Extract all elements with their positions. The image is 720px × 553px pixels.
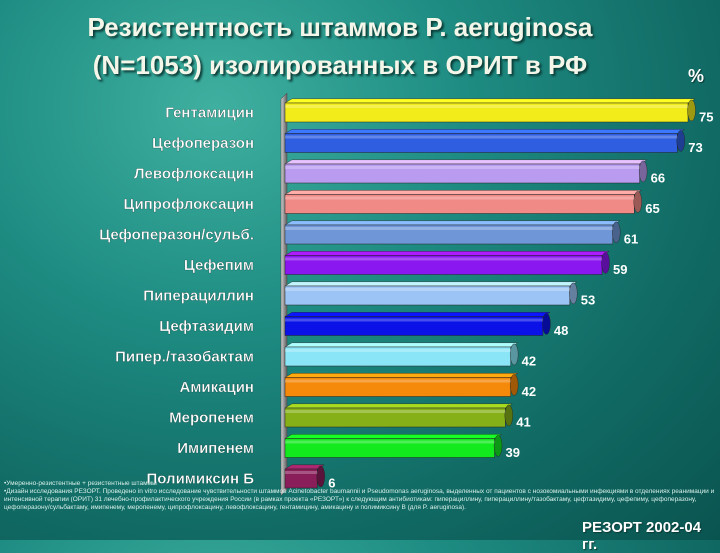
title-line-2: (N=1053) изолированных в ОРИТ в РФ (92, 50, 588, 80)
value-label: 66 (651, 171, 665, 186)
bar-end (504, 404, 514, 427)
bar (284, 251, 610, 275)
bar-end (601, 252, 610, 274)
bar (284, 281, 578, 306)
bar (284, 434, 503, 458)
bar-top (284, 159, 648, 165)
bar-end (509, 343, 519, 366)
bar-highlight (285, 196, 635, 200)
bar-highlight (285, 105, 688, 108)
bar (284, 312, 551, 336)
bar (284, 373, 519, 397)
bar-top (284, 403, 514, 409)
category-label: Ципрофлоксацин (124, 196, 255, 213)
bar (284, 190, 642, 214)
bar-highlight (285, 135, 678, 139)
bar-end (612, 221, 621, 244)
bar-highlight (285, 227, 613, 230)
bar-top (284, 312, 551, 317)
bar-highlight (285, 410, 506, 413)
bar (284, 220, 621, 245)
bar-highlight (285, 379, 511, 383)
category-label: Цефоперазон (152, 135, 254, 152)
bar-highlight (285, 257, 603, 261)
bar-end (676, 130, 685, 152)
category-labels: Гентамицин Цефоперазон Левофлоксацин Ципроф… (99, 104, 255, 488)
value-label: 73 (688, 140, 702, 155)
bar-end (509, 374, 519, 396)
bar-end (316, 465, 325, 488)
category-label: Амикацин (179, 379, 254, 396)
value-label: 53 (581, 293, 595, 308)
bar (284, 342, 519, 367)
bar-top (284, 251, 610, 256)
category-label: Полимиксин Б (146, 471, 254, 488)
bar-highlight (285, 471, 318, 474)
bar-top (284, 98, 696, 104)
title-line-1: Резистентность штаммов P. aeruginosa (87, 12, 593, 42)
value-labels: 75 73 66 65 61 59 53 48 42 42 41 39 6 (328, 110, 713, 491)
bar-highlight (285, 349, 511, 352)
bar-end (493, 435, 503, 457)
unit-label: % (688, 66, 705, 86)
footnote-line-1: •Умеренно-резистентные + резистентные шт… (4, 480, 157, 487)
category-label: Левофлоксацин (134, 166, 254, 183)
value-label: 48 (554, 323, 568, 338)
bar-end (569, 282, 578, 305)
value-label: 75 (699, 110, 713, 125)
bar-end (638, 160, 648, 183)
bars-group (284, 98, 696, 489)
bar (284, 129, 685, 153)
value-label: 41 (516, 415, 530, 430)
bar-top (284, 342, 519, 348)
bar-chart: Гентамицин Цефоперазон Левофлоксацин Ципроф… (99, 92, 713, 497)
value-label: 42 (522, 354, 536, 369)
bar-highlight (285, 288, 570, 291)
bar (284, 403, 514, 428)
bar-top (284, 190, 642, 195)
bar-top (284, 220, 621, 226)
category-label: Гентамицин (165, 105, 254, 122)
category-label: Меропенем (169, 410, 254, 427)
category-label: Цефтазидим (159, 318, 254, 335)
footnote: •Умеренно-резистентные + резистентные шт… (4, 480, 716, 512)
source-label: РЕЗОРТ 2002-04 гг. (582, 519, 702, 553)
bar-end (633, 191, 642, 213)
bar (284, 159, 648, 184)
bar-end (542, 313, 551, 335)
category-label: Пипер./тазобактам (115, 349, 254, 366)
value-label: 59 (613, 262, 627, 277)
bar (284, 98, 696, 123)
bar-highlight (285, 440, 495, 444)
bar-highlight (285, 166, 640, 169)
value-label: 6 (328, 476, 335, 491)
bar-top (284, 129, 685, 134)
category-label: Цефепим (184, 257, 254, 274)
chart-title: Резистентность штаммов P. aeruginosa (N=… (20, 8, 660, 84)
bar-end (687, 99, 696, 122)
bar-top (284, 373, 519, 378)
category-label: Пиперациллин (143, 288, 254, 305)
category-label: Цефоперазон/сульб. (99, 227, 254, 244)
value-label: 42 (522, 384, 536, 399)
bar-top (284, 434, 503, 439)
value-label: 61 (624, 232, 638, 247)
category-label: Имипенем (177, 440, 254, 457)
bar (284, 464, 325, 489)
value-label: 65 (645, 201, 659, 216)
footnote-line-2: •Дизайн исследования РЕЗОРТ. Проведено i… (4, 488, 715, 511)
value-label: 39 (506, 445, 520, 460)
bar-top (284, 281, 578, 287)
bar-highlight (285, 318, 543, 322)
